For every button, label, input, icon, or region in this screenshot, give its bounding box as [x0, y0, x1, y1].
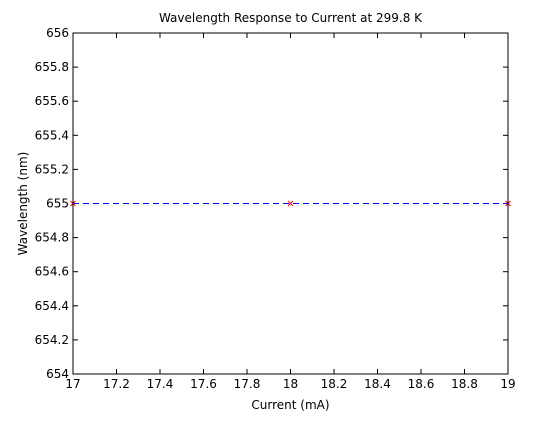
x-tick-label: 19: [500, 377, 515, 391]
y-tick-label: 655.8: [35, 60, 69, 74]
x-tick-label: 17.2: [103, 377, 130, 391]
y-tick-label: 656: [46, 26, 69, 40]
x-tick-label: 17.8: [234, 377, 261, 391]
y-tick-label: 654.4: [35, 299, 69, 313]
x-tick-label: 18.2: [321, 377, 348, 391]
y-tick-label: 654.2: [35, 333, 69, 347]
x-tick-label: 18: [283, 377, 298, 391]
y-tick-label: 655.4: [35, 128, 69, 142]
data-point-marker: [287, 200, 294, 207]
x-tick-label: 18.8: [451, 377, 478, 391]
y-tick-label: 655.2: [35, 162, 69, 176]
x-axis-title: Current (mA): [251, 398, 329, 412]
y-tick-label: 654.8: [35, 231, 69, 245]
series-layer: [70, 200, 511, 207]
y-tick-label: 655.6: [35, 94, 69, 108]
ticks-layer: 17 17.2 17.4 17.6 17.8 18 18.2 18.4 18.6 18.8 19 65…: [35, 26, 516, 391]
x-tick-label: 17.6: [190, 377, 217, 391]
y-tick-label: 654: [46, 367, 69, 381]
chart-title: Wavelength Response to Current at 299.8 …: [159, 11, 423, 25]
y-tick-label: 654.6: [35, 265, 69, 279]
y-tick-label: 655: [46, 197, 69, 211]
y-axis-title: Wavelength (nm): [16, 152, 30, 256]
plot-frame: [72, 32, 509, 375]
x-tick-label: 17: [65, 377, 80, 391]
x-tick-label: 18.4: [364, 377, 391, 391]
x-tick-label: 18.6: [408, 377, 435, 391]
x-tick-label: 17.4: [147, 377, 174, 391]
